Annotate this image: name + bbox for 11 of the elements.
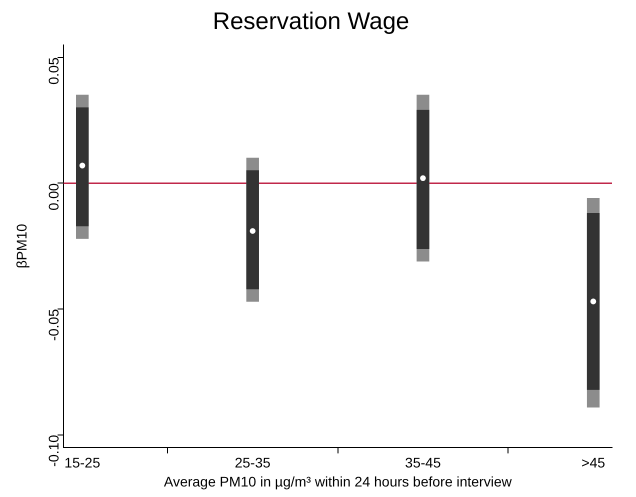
y-tick-label: -0.05 <box>45 308 62 341</box>
x-tick-label: 25-35 <box>234 454 271 471</box>
x-tick-label: >45 <box>581 454 606 471</box>
y-tick-label: 0.00 <box>45 182 62 210</box>
chart-title: Reservation Wage <box>212 8 410 36</box>
x-tick-label: 35-45 <box>405 454 442 471</box>
x-axis-title: Average PM10 in µg/m³ within 24 hours before interview <box>164 473 513 490</box>
x-tick-label: 15-25 <box>64 454 100 471</box>
y-axis-title: βPM10 <box>13 224 30 268</box>
y-tick-label: -0.10 <box>45 434 62 467</box>
y-tick-label: 0.05 <box>45 57 62 85</box>
